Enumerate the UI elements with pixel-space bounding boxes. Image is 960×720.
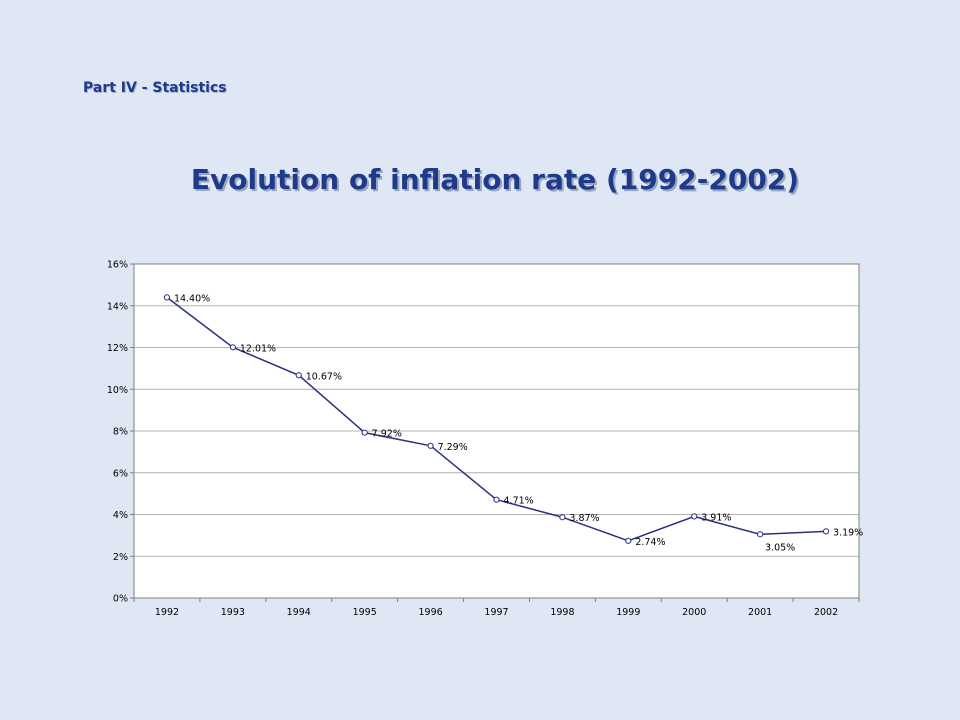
y-tick-label: 8% <box>113 427 128 438</box>
x-tick-label: 1992 <box>155 607 179 618</box>
data-label: 3.05% <box>765 542 795 553</box>
x-tick-label: 1997 <box>484 607 508 618</box>
x-tick-label: 1999 <box>616 607 640 618</box>
data-point-marker <box>295 372 302 379</box>
data-label: 3.91% <box>701 512 731 523</box>
x-tick-label: 2001 <box>748 607 772 618</box>
data-label: 12.01% <box>240 343 276 354</box>
y-tick-label: 4% <box>113 510 128 521</box>
y-tick-label: 12% <box>107 343 128 354</box>
x-tick-label: 1994 <box>287 607 311 618</box>
data-label: 4.71% <box>504 496 534 507</box>
y-tick-label: 14% <box>107 301 128 312</box>
data-label: 7.29% <box>438 442 468 453</box>
data-point-marker <box>559 514 566 521</box>
data-point-marker <box>757 531 764 538</box>
y-tick-label: 16% <box>107 260 128 271</box>
x-tick-label: 2000 <box>682 607 706 618</box>
data-point-marker <box>229 344 236 351</box>
y-tick-label: 0% <box>113 594 128 605</box>
section-label: Part IV - Statistics <box>83 80 227 96</box>
data-point-marker <box>361 429 368 436</box>
data-label: 7.92% <box>372 429 402 440</box>
y-tick-label: 10% <box>107 385 128 396</box>
y-tick-label: 2% <box>113 552 128 563</box>
data-point-marker <box>163 294 171 301</box>
data-label: 2.74% <box>635 537 665 548</box>
data-point-marker <box>625 537 632 544</box>
x-tick-label: 1995 <box>353 607 377 618</box>
x-tick-label: 1996 <box>418 607 442 618</box>
slide-title: Evolution of inflation rate (1992-2002) <box>190 163 800 196</box>
y-tick-label: 6% <box>113 468 128 479</box>
x-tick-label: 1993 <box>221 607 245 618</box>
x-tick-label: 1998 <box>550 607 574 618</box>
data-point-marker <box>691 513 698 520</box>
data-point-marker <box>493 496 500 503</box>
data-label: 14.40% <box>174 293 210 304</box>
data-label: 10.67% <box>306 371 342 382</box>
data-label: 3.87% <box>569 513 599 524</box>
data-point-marker <box>427 442 434 449</box>
data-point-marker <box>822 528 830 535</box>
data-label: 3.19% <box>833 527 863 538</box>
x-tick-label: 2002 <box>814 607 838 618</box>
